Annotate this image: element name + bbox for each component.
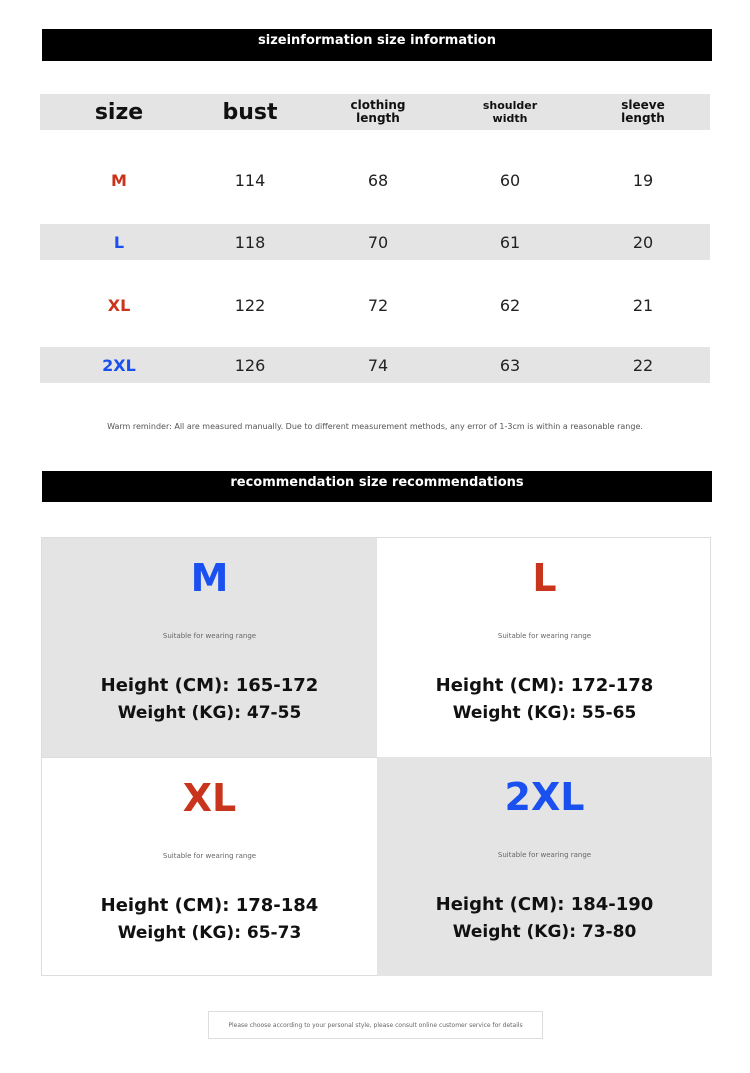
header-size: size xyxy=(94,99,144,125)
card-size: M xyxy=(190,556,229,600)
card-suitable: Suitable for wearing range xyxy=(497,632,592,640)
card-height: Height (CM): 184-190 xyxy=(435,894,654,915)
table-row: M 114 68 60 19 xyxy=(40,162,710,198)
recommendation-grid: M Suitable for wearing range Height (CM)… xyxy=(41,537,712,976)
length-value: 70 xyxy=(367,232,389,252)
table-row: 2XL 126 74 63 22 xyxy=(40,347,710,383)
shoulder-value: 60 xyxy=(499,170,521,190)
recommendation-banner: recommendation size recommendations xyxy=(42,471,712,502)
card-suitable: Suitable for wearing range xyxy=(162,852,257,860)
length-value: 72 xyxy=(367,295,389,315)
sleeve-value: 19 xyxy=(632,170,654,190)
card-size: L xyxy=(532,556,557,600)
size-label: M xyxy=(111,170,127,190)
size-label: 2XL xyxy=(102,355,136,375)
card-height: Height (CM): 178-184 xyxy=(100,895,319,916)
header-clothing-length: clothing length xyxy=(350,98,406,125)
header-bust: bust xyxy=(222,99,278,125)
warm-reminder: Warm reminder: All are measured manually… xyxy=(107,422,643,431)
shoulder-value: 61 xyxy=(499,232,521,252)
size-info-banner: sizeinformation size information xyxy=(42,29,712,61)
card-suitable: Suitable for wearing range xyxy=(162,632,257,640)
shoulder-value: 63 xyxy=(499,355,521,375)
sleeve-value: 20 xyxy=(632,232,654,252)
card-weight: Weight (KG): 65-73 xyxy=(117,923,302,943)
length-value: 68 xyxy=(367,170,389,190)
card-weight: Weight (KG): 55-65 xyxy=(452,703,637,723)
recommendation-card-2xl: 2XL Suitable for wearing range Height (C… xyxy=(377,757,712,976)
card-height: Height (CM): 165-172 xyxy=(100,675,319,696)
card-weight: Weight (KG): 47-55 xyxy=(117,703,302,723)
length-value: 74 xyxy=(367,355,389,375)
sleeve-value: 21 xyxy=(632,295,654,315)
recommendation-card-l: L Suitable for wearing range Height (CM)… xyxy=(377,538,712,757)
bust-value: 118 xyxy=(234,232,266,252)
footer-note: Please choose according to your personal… xyxy=(208,1011,543,1039)
header-sleeve-length: sleeve length xyxy=(621,98,665,125)
header-shoulder-width: shoulder width xyxy=(482,99,538,125)
bust-value: 126 xyxy=(234,355,266,375)
recommendation-card-m: M Suitable for wearing range Height (CM)… xyxy=(42,538,377,757)
size-label: L xyxy=(113,232,125,252)
card-suitable: Suitable for wearing range xyxy=(497,851,592,859)
card-size: XL xyxy=(182,776,237,820)
recommendation-card-xl: XL Suitable for wearing range Height (CM… xyxy=(42,757,377,976)
shoulder-value: 62 xyxy=(499,295,521,315)
size-table-header: size bust clothing length shoulder width… xyxy=(40,94,710,130)
card-weight: Weight (KG): 73-80 xyxy=(452,922,637,942)
table-row: L 118 70 61 20 xyxy=(40,224,710,260)
sleeve-value: 22 xyxy=(632,355,654,375)
table-row: XL 122 72 62 21 xyxy=(40,287,710,323)
bust-value: 122 xyxy=(234,295,266,315)
card-size: 2XL xyxy=(504,775,585,819)
bust-value: 114 xyxy=(234,170,266,190)
size-label: XL xyxy=(107,295,131,315)
card-height: Height (CM): 172-178 xyxy=(435,675,654,696)
